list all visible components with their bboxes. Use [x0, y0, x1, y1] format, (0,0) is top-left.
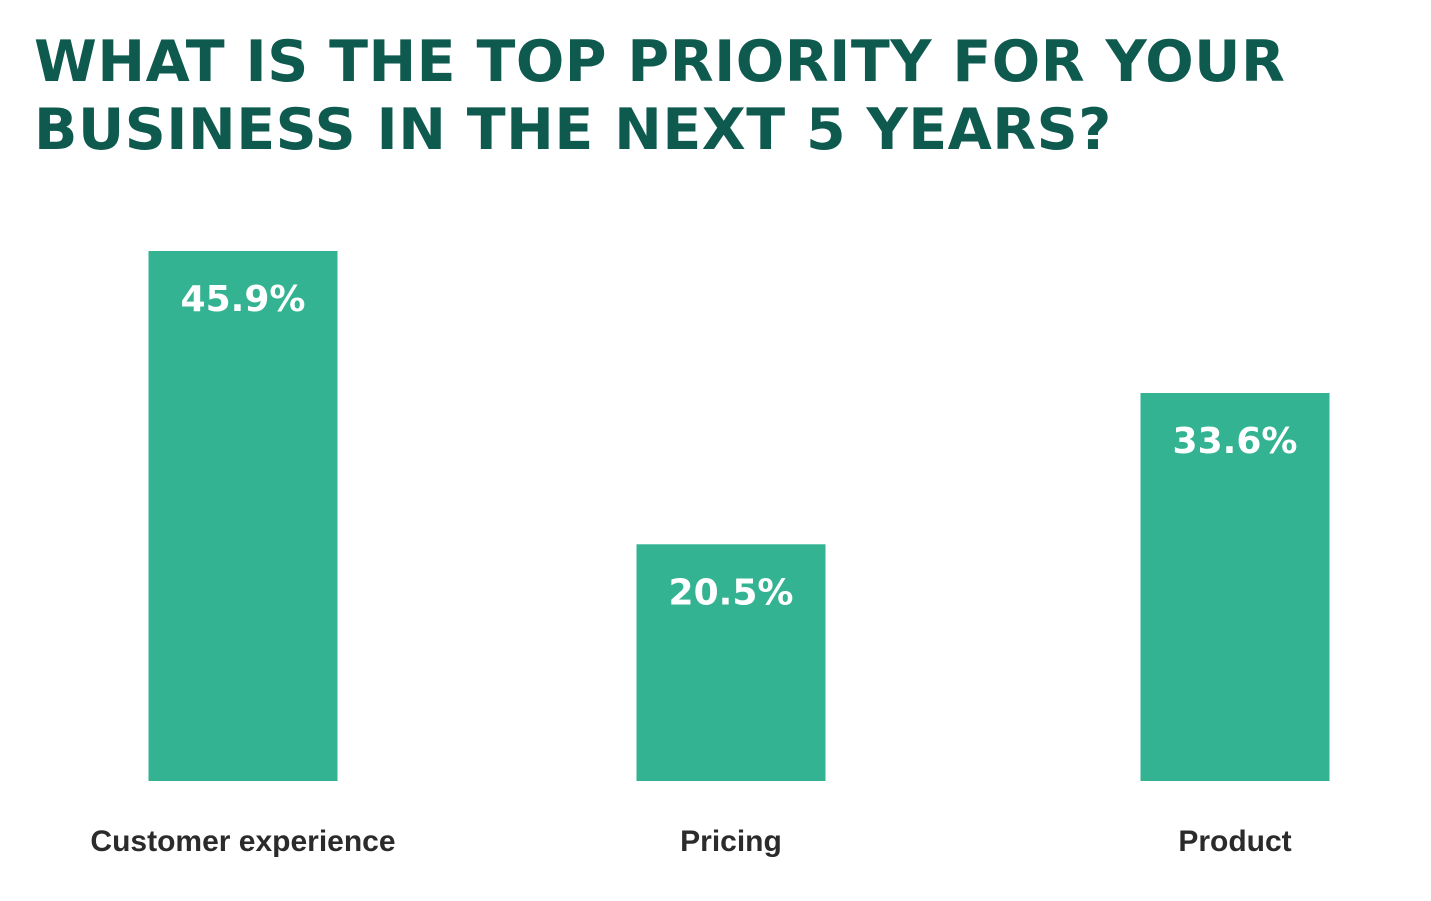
- bar-0: [148, 251, 338, 781]
- bar-2: [1140, 393, 1330, 781]
- chart-title-line-1: WHAT IS THE TOP PRIORITY FOR YOUR: [34, 29, 1286, 95]
- bar-1: [636, 544, 826, 781]
- category-label-0: Customer experience: [90, 825, 395, 858]
- category-label-1: Pricing: [680, 825, 782, 858]
- category-label-2: Product: [1178, 825, 1291, 858]
- value-label-2: 33.6%: [1173, 421, 1298, 462]
- value-label-0: 45.9%: [181, 279, 306, 320]
- chart-title: WHAT IS THE TOP PRIORITY FOR YOUR BUSINE…: [34, 28, 1334, 164]
- chart-title-line-2: BUSINESS IN THE NEXT 5 YEARS?: [34, 97, 1112, 163]
- value-label-1: 20.5%: [669, 572, 794, 613]
